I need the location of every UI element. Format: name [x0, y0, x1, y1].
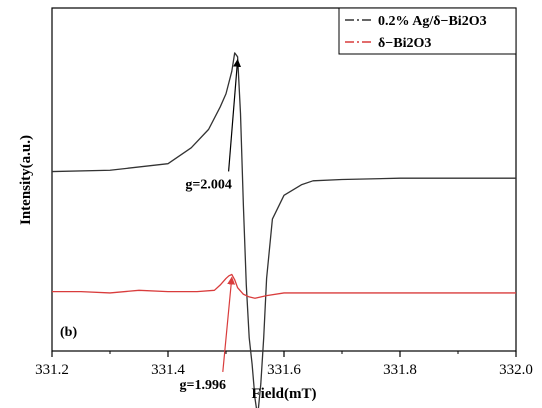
series-line-1	[51, 52, 516, 408]
legend: 0.2% Ag/δ−Bi2O3 δ−Bi2O3	[338, 7, 517, 55]
x-axis-title: Field(mT)	[252, 386, 317, 402]
x-tick-label: 331.6	[267, 362, 301, 378]
y-axis-title: Intensity(a.u.)	[18, 135, 34, 225]
series-line-2	[52, 273, 516, 299]
legend-label-series-1: 0.2% Ag/δ−Bi2O3	[378, 14, 487, 29]
annotation-label-1: g=2.004	[185, 177, 231, 192]
plot-frame	[51, 7, 517, 352]
x-tick-label: 331.4	[151, 362, 185, 378]
panel-label: (b)	[60, 325, 77, 340]
x-axis-tick-labels: 331.2 331.4 331.6 331.8 332.0	[35, 362, 533, 378]
legend-box	[338, 7, 517, 55]
annotation-arrow-1	[228, 58, 242, 172]
x-tick-label: 331.2	[35, 362, 69, 378]
annotation-arrow-2	[222, 276, 236, 373]
series-layer	[51, 52, 516, 408]
annotation-label-2: g=1.996	[180, 378, 226, 393]
x-tick-label: 332.0	[499, 362, 533, 378]
x-tick-label: 331.8	[383, 362, 417, 378]
legend-label-series-2: δ−Bi2O3	[378, 36, 431, 51]
annotation-layer: g=2.004 g=1.996	[180, 58, 242, 393]
x-axis-ticks	[51, 351, 517, 357]
